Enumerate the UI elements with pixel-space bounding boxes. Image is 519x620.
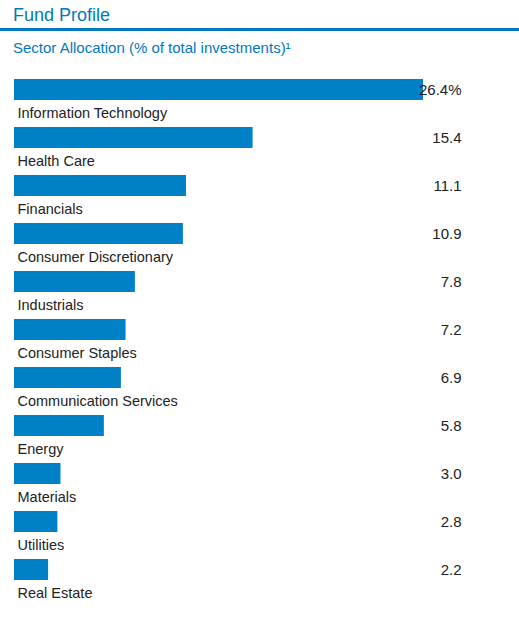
svg-text:26.4%: 26.4% [419, 81, 462, 98]
svg-text:Consumer Staples: Consumer Staples [18, 345, 137, 361]
svg-text:Materials: Materials [18, 489, 77, 505]
svg-text:15.4: 15.4 [432, 129, 461, 146]
svg-text:2.2: 2.2 [441, 561, 462, 578]
svg-text:6.9: 6.9 [441, 369, 462, 386]
svg-text:Consumer Discretionary: Consumer Discretionary [18, 249, 174, 265]
svg-text:Utilities: Utilities [18, 537, 65, 553]
svg-text:Information Technology: Information Technology [18, 105, 168, 121]
svg-text:7.8: 7.8 [441, 273, 462, 290]
svg-text:11.1: 11.1 [433, 177, 461, 194]
html-text:Fund Profile: Fund Profile [13, 5, 111, 25]
svg-text:Communication Services: Communication Services [18, 393, 178, 409]
html-text:Sector Allocation (% of total: Sector Allocation (% of total investment… [13, 39, 291, 56]
svg-text:10.9: 10.9 [432, 225, 461, 242]
svg-text:Health Care: Health Care [18, 153, 95, 169]
svg-text:3.0: 3.0 [441, 465, 462, 482]
svg-text:7.2: 7.2 [441, 321, 462, 338]
svg-text:2.8: 2.8 [441, 513, 462, 530]
svg-text:Real Estate: Real Estate [18, 585, 93, 601]
svg-text:Financials: Financials [18, 201, 83, 217]
svg-text:5.8: 5.8 [441, 417, 462, 434]
svg-text:Energy: Energy [18, 441, 65, 457]
svg-text:Industrials: Industrials [18, 297, 84, 313]
